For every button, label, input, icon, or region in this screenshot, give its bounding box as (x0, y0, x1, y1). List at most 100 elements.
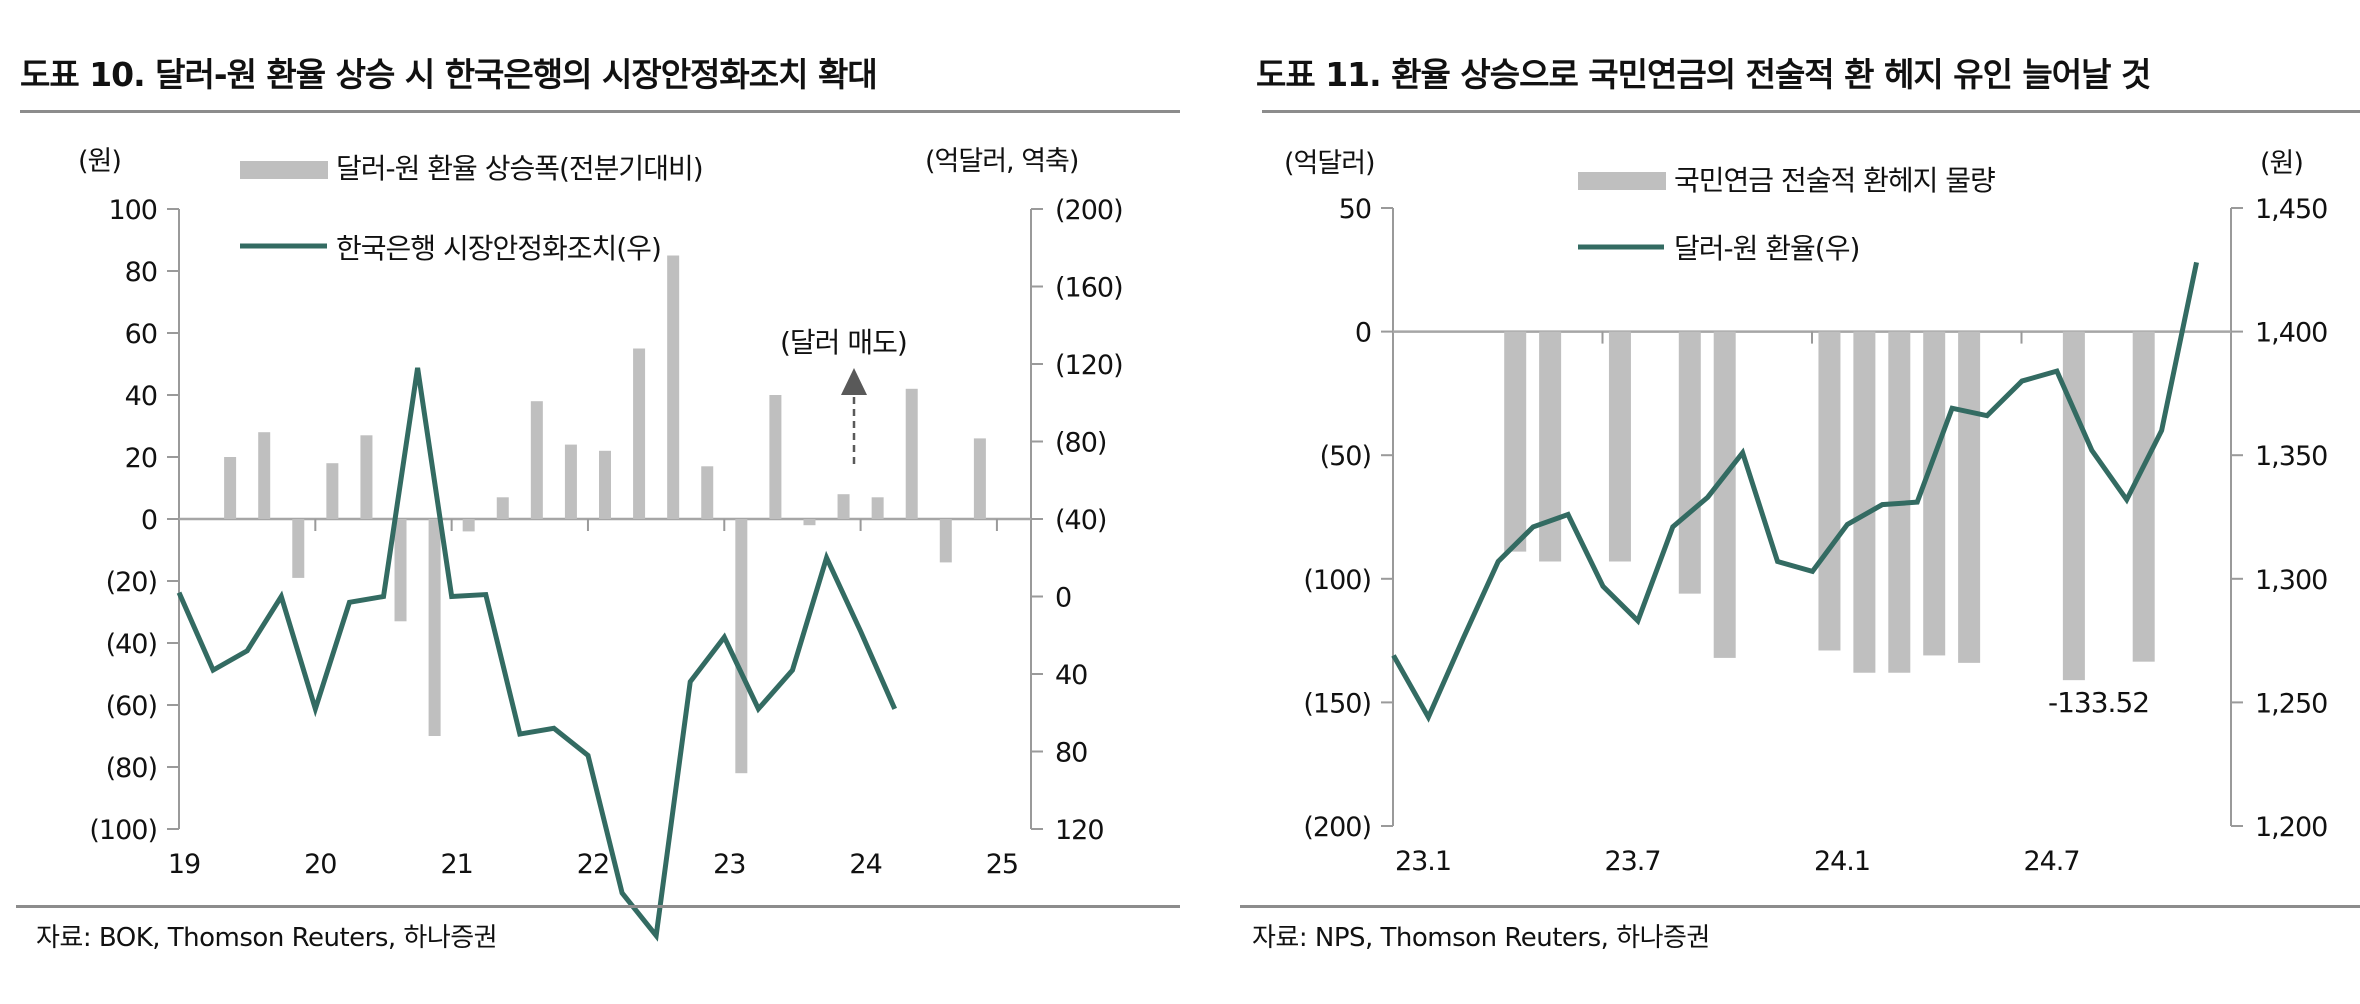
bar-20Q2 (360, 435, 373, 519)
bar-19Q3 (258, 432, 271, 519)
bar-20Q1 (326, 463, 339, 519)
legend-bar-swatch (1578, 172, 1666, 190)
bar-24.8 (2062, 331, 2085, 681)
figure-11-title: 도표 11. 환율 상승으로 국민연금의 전술적 환 헤지 유인 늘어날 것 (1256, 55, 2151, 94)
bar-24.4 (1923, 331, 1946, 656)
x-axis-tick-label: 25 (986, 849, 1018, 880)
right-axis-tick-label: (40) (1055, 505, 1106, 536)
bar-23.5 (1539, 331, 1562, 562)
left-axis-tick-label: 60 (125, 319, 157, 350)
left-axis-tick-label: 50 (1339, 194, 1371, 225)
left-axis-tick-label: 100 (108, 195, 157, 226)
bar-21Q3 (530, 401, 543, 519)
right-axis-tick-label: 1,300 (2255, 565, 2327, 596)
bar-23Q3 (803, 519, 816, 526)
figure-11-panel: 도표 11. 환율 상승으로 국민연금의 전술적 환 헤지 유인 늘어날 것 (… (1240, 0, 2360, 1004)
right-axis-tick-label: 0 (1055, 583, 1071, 614)
left-axis-tick-label: 0 (141, 505, 157, 536)
legend-line-label: 한국은행 시장안정화조치(우) (336, 232, 661, 265)
right-axis-tick-label: 120 (1055, 815, 1104, 846)
right-axis-unit: (억달러, 역축) (925, 146, 1078, 177)
bar-24.2 (1853, 331, 1876, 673)
left-axis-tick-label: (80) (106, 753, 157, 784)
x-axis-tick-label: 22 (577, 849, 609, 880)
right-axis-tick-label: (120) (1055, 350, 1123, 381)
bar-22Q3 (667, 255, 680, 519)
left-axis-tick-label: (100) (89, 815, 157, 846)
left-axis-tick-label: (50) (1320, 441, 1371, 472)
left-axis-tick-label: (150) (1303, 688, 1371, 719)
bar-22Q4 (701, 466, 714, 519)
left-axis-tick-label: 80 (125, 257, 157, 288)
x-axis-tick-label: 21 (440, 849, 472, 880)
figure-11-chart: (억달러) (원) 국민연금 전술적 환헤지 물량 달러-원 환율(우) 50 0… (1284, 148, 2328, 877)
x-axis-tick-label: 20 (304, 849, 336, 880)
bar-24Q1 (871, 497, 884, 519)
x-axis-tick-label: 24.7 (2023, 846, 2079, 877)
bar-23.7 (1608, 331, 1631, 562)
legend-bar-label: 국민연금 전술적 환헤지 물량 (1674, 164, 1995, 197)
left-axis-tick-label: 40 (125, 381, 157, 412)
bar-24Q3 (939, 519, 952, 563)
right-axis-tick-label: 1,250 (2255, 688, 2327, 719)
bar-24Q2 (905, 388, 918, 519)
figure-10-panel: 도표 10. 달러-원 환율 상승 시 한국은행의 시장안정화조치 확대 (원)… (16, 55, 1180, 953)
bar-21Q1 (462, 519, 475, 532)
right-axis-tick-label: (200) (1055, 195, 1123, 226)
right-axis-tick-label: 80 (1055, 738, 1087, 769)
bar-19Q4 (292, 519, 305, 578)
legend-bar-swatch (240, 161, 328, 179)
title-divider (1262, 110, 2360, 113)
bar-22Q1 (599, 450, 611, 519)
bar-23.4 (1504, 331, 1527, 552)
left-axis-tick-label: (200) (1303, 812, 1371, 843)
bar-21Q2 (496, 497, 509, 519)
right-axis-tick-label: 1,350 (2255, 441, 2327, 472)
left-axis-unit: (원) (78, 146, 121, 177)
left-axis-tick-label: (20) (106, 567, 157, 598)
arrow-up-icon (841, 368, 867, 395)
figure-11-source: 자료: NPS, Thomson Reuters, 하나증권 (1252, 923, 1710, 953)
source-divider (16, 905, 1180, 908)
right-axis-tick-label: 1,400 (2255, 318, 2327, 349)
x-axis-tick-label: 23.1 (1395, 846, 1451, 877)
bar-23Q4 (837, 494, 850, 519)
bar-23.10 (1713, 331, 1736, 658)
bar-data-label: -133.52 (2048, 686, 2149, 719)
source-divider (1240, 905, 2360, 908)
right-axis-unit: (원) (2260, 148, 2303, 179)
x-axis-tick-label: 24 (849, 849, 881, 880)
legend-bar-label: 달러-원 환율 상승폭(전분기대비) (336, 152, 703, 185)
bar-24.10 (2132, 331, 2155, 662)
x-axis-tick-label: 23 (713, 849, 745, 880)
title-divider (20, 110, 1180, 113)
right-axis-tick-label: 1,200 (2255, 812, 2327, 843)
right-axis-tick-label: 1,450 (2255, 194, 2327, 225)
x-axis-tick-label: 23.7 (1604, 846, 1660, 877)
left-axis-tick-label: (100) (1303, 565, 1371, 596)
figure-10-title: 도표 10. 달러-원 환율 상승 시 한국은행의 시장안정화조치 확대 (20, 55, 878, 94)
right-axis-tick-label: 40 (1055, 660, 1087, 691)
series-line (176, 367, 898, 942)
bar-22Q2 (633, 348, 646, 519)
left-axis-tick-label: (60) (106, 691, 157, 722)
bar-23Q1 (735, 519, 748, 774)
figure-10-chart: (원) (억달러, 역축) 달러-원 환율 상승폭(전분기대비) 한국은행 시장… (78, 146, 1124, 942)
bar-20Q4 (428, 519, 441, 736)
bar-24.1 (1818, 331, 1841, 651)
x-axis-tick-label: 19 (168, 849, 200, 880)
figure-10-source: 자료: BOK, Thomson Reuters, 하나증권 (36, 923, 498, 953)
bar-24.5 (1958, 331, 1981, 663)
x-axis-tick-label: 24.1 (1814, 846, 1870, 877)
bar-23.9 (1678, 331, 1701, 594)
left-axis-unit: (억달러) (1284, 148, 1375, 179)
bar-19Q2 (224, 457, 237, 519)
left-axis-tick-label: (40) (106, 629, 157, 660)
legend-line-label: 달러-원 환율(우) (1674, 232, 1859, 265)
right-axis-tick-label: (80) (1055, 428, 1106, 459)
bar-20Q3 (394, 519, 407, 622)
right-axis-tick-label: (160) (1055, 273, 1123, 304)
bar-21Q4 (564, 444, 577, 519)
series-line (1391, 261, 2199, 723)
left-axis-tick-label: 0 (1355, 318, 1371, 349)
